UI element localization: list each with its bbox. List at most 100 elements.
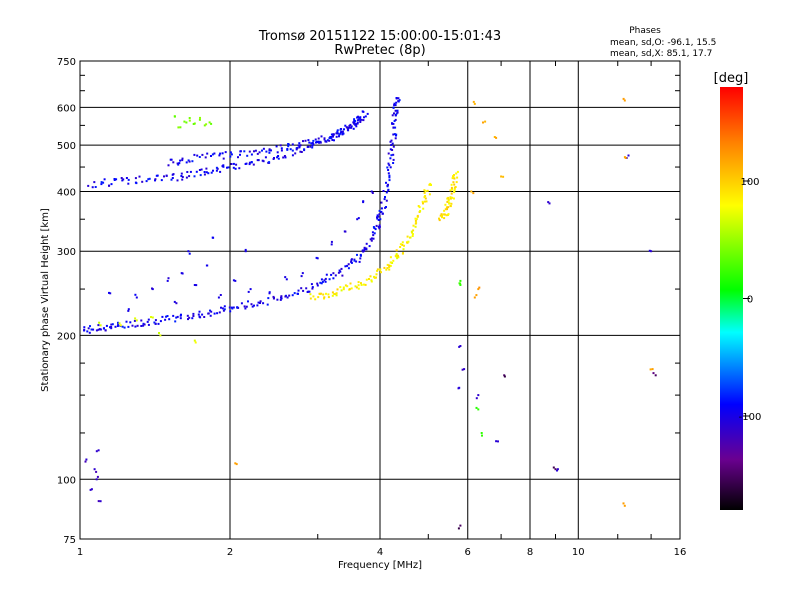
- echo-point: [477, 394, 480, 397]
- echo-point: [412, 229, 415, 232]
- echo-point: [177, 126, 180, 129]
- legend-line-x: mean, sd,X: 85.1, 17.7: [610, 49, 712, 59]
- echo-point: [211, 153, 214, 156]
- echo-point: [135, 319, 138, 322]
- echo-point: [308, 141, 311, 144]
- echo-point: [195, 284, 198, 287]
- echo-point: [475, 397, 478, 400]
- echo-point: [368, 245, 371, 248]
- echo-point: [216, 312, 219, 315]
- echo-point: [441, 214, 443, 217]
- echo-point: [178, 162, 181, 165]
- echo-point: [414, 219, 417, 222]
- echo-point: [623, 99, 626, 102]
- echo-point: [119, 324, 122, 327]
- echo-point: [397, 97, 400, 100]
- echo-point: [357, 284, 360, 287]
- echo-point: [312, 143, 315, 146]
- echo-point: [495, 440, 498, 443]
- echo-point: [627, 154, 630, 157]
- echo-point: [388, 176, 391, 179]
- echo-point: [406, 235, 409, 238]
- echo-point: [500, 175, 503, 178]
- echo-point: [350, 258, 353, 261]
- echo-point: [389, 157, 392, 160]
- echo-point: [378, 213, 381, 216]
- echo-point: [370, 280, 373, 283]
- echo-point: [414, 225, 417, 228]
- echo-point: [303, 148, 306, 151]
- echo-point: [253, 304, 255, 307]
- echo-point: [391, 262, 394, 264]
- echo-point: [380, 271, 382, 274]
- echo-point: [181, 176, 184, 178]
- echo-point: [355, 260, 358, 263]
- echo-point: [447, 198, 450, 201]
- echo-point: [439, 214, 442, 217]
- echo-point: [251, 305, 254, 308]
- echo-point: [375, 273, 378, 276]
- echo-point: [147, 318, 150, 321]
- echo-point: [282, 156, 285, 159]
- echo-point: [88, 331, 91, 334]
- echo-point: [98, 328, 101, 331]
- echo-point: [314, 138, 317, 141]
- echo-point: [412, 224, 415, 227]
- echo-point: [215, 166, 218, 169]
- echo-point: [360, 282, 362, 285]
- echo-point: [86, 330, 89, 333]
- echo-point: [348, 126, 351, 129]
- echo-point: [321, 280, 324, 283]
- echo-point: [203, 124, 206, 127]
- echo-point: [458, 386, 461, 389]
- echo-point: [209, 309, 211, 312]
- echo-point: [198, 169, 201, 171]
- echo-point: [556, 469, 558, 472]
- echo-point: [372, 234, 375, 237]
- echo-point: [165, 315, 168, 318]
- echo-point: [298, 145, 301, 148]
- echo-point: [364, 115, 367, 118]
- echo-point: [343, 128, 345, 131]
- echo-point: [380, 207, 383, 210]
- echo-point: [193, 122, 196, 125]
- echo-point: [359, 119, 362, 122]
- echo-point: [402, 248, 405, 251]
- echo-point: [353, 122, 356, 125]
- x-tick-label: 10: [572, 547, 585, 558]
- echo-point: [103, 178, 106, 181]
- echo-point: [288, 294, 291, 297]
- echo-point: [392, 259, 395, 262]
- echo-point: [95, 470, 98, 473]
- echo-point: [209, 314, 212, 317]
- echo-point: [353, 258, 356, 261]
- echo-point: [395, 97, 398, 99]
- echo-point: [154, 322, 157, 325]
- echo-point: [344, 284, 347, 287]
- echo-point: [459, 524, 462, 527]
- echo-point: [154, 179, 156, 182]
- echo-point: [193, 284, 196, 286]
- echo-point: [143, 323, 146, 326]
- echo-point: [380, 201, 383, 204]
- echo-point: [110, 323, 113, 326]
- echo-point: [166, 279, 169, 282]
- echo-point: [158, 332, 160, 334]
- echo-point: [393, 102, 396, 105]
- echo-point: [463, 368, 466, 371]
- echo-point: [297, 289, 300, 292]
- echo-point: [387, 189, 390, 192]
- echo-point: [234, 167, 237, 170]
- echo-point: [481, 434, 483, 437]
- echo-point: [340, 267, 343, 270]
- echo-point: [379, 218, 382, 221]
- echo-point: [229, 310, 232, 313]
- echo-point: [379, 268, 382, 271]
- echo-point: [394, 126, 397, 129]
- echo-point: [548, 202, 551, 205]
- echo-point: [401, 252, 404, 255]
- echo-point: [371, 192, 374, 194]
- echo-point: [83, 329, 86, 332]
- echo-point: [650, 250, 653, 253]
- x-axis-label: Frequency [MHz]: [338, 560, 422, 571]
